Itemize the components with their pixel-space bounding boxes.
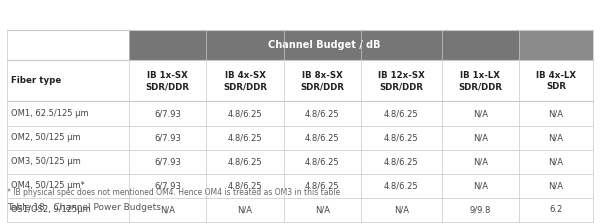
Text: 6/7.93: 6/7.93 [154, 109, 181, 118]
Text: N/A: N/A [548, 109, 563, 118]
Text: 6.2: 6.2 [549, 205, 563, 214]
Text: N/A: N/A [548, 181, 563, 190]
Text: Fiber type: Fiber type [11, 76, 61, 85]
Text: 4.8/6.25: 4.8/6.25 [305, 181, 340, 190]
Text: 4.8/6.25: 4.8/6.25 [384, 133, 419, 142]
Bar [129, 30, 593, 60]
Text: 6/7.93: 6/7.93 [154, 157, 181, 166]
Text: N/A: N/A [473, 181, 488, 190]
Text: N/A: N/A [160, 205, 175, 214]
Text: N/A: N/A [238, 205, 253, 214]
Text: IB 8x-SX
SDR/DDR: IB 8x-SX SDR/DDR [300, 71, 344, 91]
Text: OM1, 62.5/125 μm: OM1, 62.5/125 μm [11, 109, 88, 118]
Text: IB 4x-SX
SDR/DDR: IB 4x-SX SDR/DDR [223, 71, 267, 91]
Text: 4.8/6.25: 4.8/6.25 [384, 181, 419, 190]
Text: N/A: N/A [473, 157, 488, 166]
Text: N/A: N/A [315, 205, 330, 214]
Text: N/A: N/A [394, 205, 409, 214]
Text: 4.8/6.25: 4.8/6.25 [227, 181, 262, 190]
Text: 6/7.93: 6/7.93 [154, 181, 181, 190]
Text: 4.8/6.25: 4.8/6.25 [305, 109, 340, 118]
Text: IB 1x-LX
SDR/DDR: IB 1x-LX SDR/DDR [458, 71, 502, 91]
Text: IB 4x-LX
SDR: IB 4x-LX SDR [536, 71, 576, 91]
Text: 4.8/6.25: 4.8/6.25 [305, 133, 340, 142]
Text: 6/7.93: 6/7.93 [154, 133, 181, 142]
Text: IB 1x-SX
SDR/DDR: IB 1x-SX SDR/DDR [146, 71, 190, 91]
Text: IB 12x-SX
SDR/DDR: IB 12x-SX SDR/DDR [378, 71, 425, 91]
Text: 9/9.8: 9/9.8 [470, 205, 491, 214]
Text: 4.8/6.25: 4.8/6.25 [227, 133, 262, 142]
Text: 4.8/6.25: 4.8/6.25 [384, 157, 419, 166]
Text: OM3, 50/125 μm: OM3, 50/125 μm [11, 157, 80, 166]
Text: OS1/OS2, 9/125μm: OS1/OS2, 9/125μm [11, 205, 91, 214]
Text: N/A: N/A [473, 133, 488, 142]
Text: 4.8/6.25: 4.8/6.25 [227, 109, 262, 118]
Text: 4.8/6.25: 4.8/6.25 [384, 109, 419, 118]
Text: N/A: N/A [473, 109, 488, 118]
Text: OM2, 50/125 μm: OM2, 50/125 μm [11, 133, 80, 142]
Text: 4.8/6.25: 4.8/6.25 [227, 157, 262, 166]
Text: N/A: N/A [548, 157, 563, 166]
Text: Channel Budget / dB: Channel Budget / dB [268, 40, 380, 50]
Text: N/A: N/A [548, 133, 563, 142]
Text: Table 18:  Channel Power Budgets: Table 18: Channel Power Budgets [7, 203, 161, 212]
Text: OM4, 50/125 μm*: OM4, 50/125 μm* [11, 181, 85, 190]
Text: 4.8/6.25: 4.8/6.25 [305, 157, 340, 166]
Text: * IB physical spec does not mentioned OM4. Hence OM4 is treated as OM3 in this t: * IB physical spec does not mentioned OM… [7, 188, 340, 197]
Bar [519, 30, 593, 60]
